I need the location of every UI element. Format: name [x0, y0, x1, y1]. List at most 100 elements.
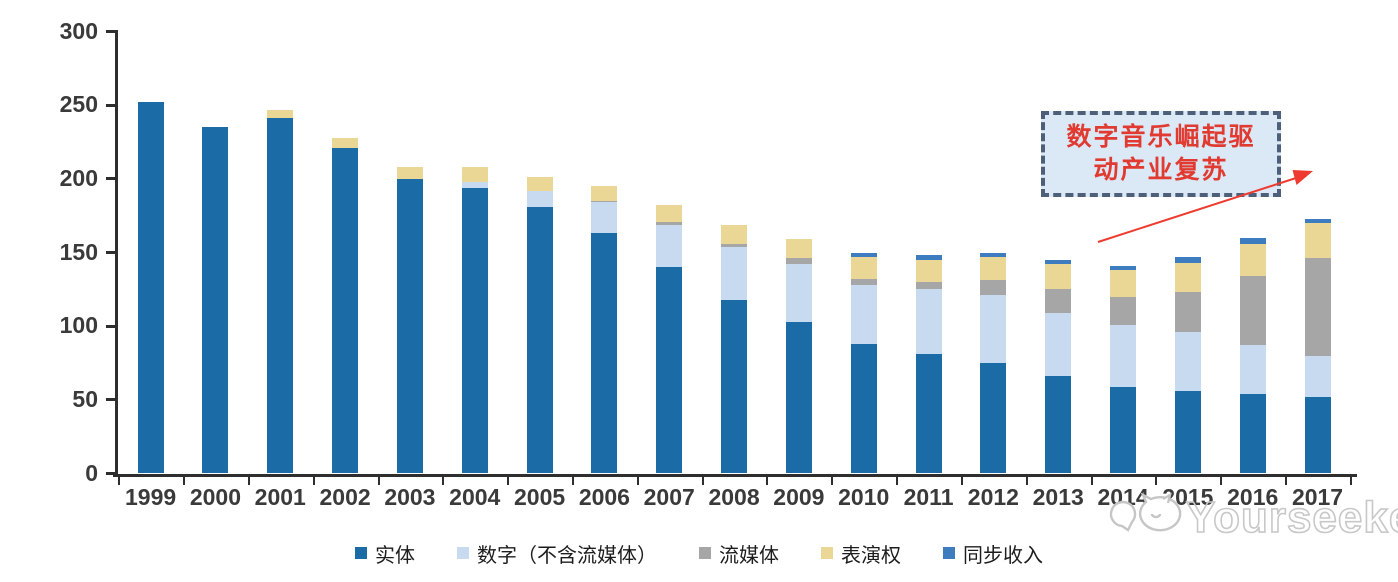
- bar-segment-2006: [591, 200, 618, 203]
- bar-segment-2017: [1304, 355, 1331, 397]
- bar-segment-2016: [1239, 237, 1266, 244]
- bar-segment-2012: [980, 256, 1007, 281]
- y-axis-tick-label: 150: [59, 238, 98, 265]
- bar-segment-2014: [1110, 296, 1137, 325]
- bar-segment-2011: [915, 354, 942, 474]
- legend-item: 表演权: [821, 539, 901, 568]
- y-axis-tick-label: 200: [59, 164, 98, 191]
- bar-segment-2006: [591, 233, 618, 474]
- x-axis-tick-mark: [312, 476, 315, 485]
- x-axis-tick-mark: [701, 476, 704, 485]
- legend-label: 表演权: [841, 544, 901, 567]
- legend-item: 同步收入: [943, 539, 1043, 568]
- x-axis-tick-mark: [1155, 476, 1158, 485]
- y-axis-tick-label: 300: [59, 17, 98, 44]
- bar-segment-2011: [915, 281, 942, 290]
- x-axis-tick-mark: [1220, 476, 1223, 485]
- x-axis-year-label: 2016: [1227, 483, 1279, 510]
- x-axis-year-label: 2000: [189, 483, 241, 510]
- y-axis-line: [115, 30, 118, 477]
- bar-segment-2011: [915, 255, 942, 260]
- x-axis-tick-mark: [507, 476, 510, 485]
- x-axis-year-label: 2002: [319, 483, 371, 510]
- legend-swatch: [699, 547, 711, 559]
- bar-segment-2010: [850, 279, 877, 285]
- x-axis-year-label: 2009: [773, 483, 825, 510]
- bar-segment-2008: [721, 224, 748, 244]
- bar-segment-2016: [1239, 345, 1266, 394]
- x-axis-tick-mark: [183, 476, 185, 485]
- bar-segment-2017: [1304, 218, 1331, 224]
- bar-segment-2009: [785, 239, 812, 259]
- bar-segment-2017: [1304, 396, 1331, 474]
- bar-segment-2013: [1045, 289, 1072, 313]
- y-axis-tick-mark: [106, 398, 115, 402]
- bar-segment-2008: [721, 246, 748, 300]
- bar-segment-2002: [332, 137, 359, 148]
- legend-label: 实体: [375, 544, 415, 567]
- bar-segment-1999: [137, 102, 164, 474]
- bar-segment-2012: [980, 280, 1007, 296]
- y-axis-tick-label: 0: [85, 459, 98, 486]
- x-axis-tick-mark: [766, 476, 769, 485]
- bar-segment-2010: [850, 256, 877, 280]
- bar-segment-2005: [526, 177, 553, 191]
- bar-segment-2013: [1045, 264, 1072, 290]
- x-axis-tick-mark: [247, 476, 250, 485]
- x-axis-tick-mark: [636, 476, 639, 485]
- bar-segment-2016: [1239, 276, 1266, 346]
- bar-segment-2004: [461, 181, 488, 188]
- bar-segment-2017: [1304, 258, 1331, 356]
- y-axis-tick-mark: [106, 103, 115, 107]
- bar-segment-2004: [461, 187, 488, 474]
- bar-segment-2014: [1110, 270, 1137, 297]
- legend: 实体 数字（不含流媒体） 流媒体 表演权 同步收入: [0, 537, 1398, 569]
- x-axis-year-label: 2003: [384, 483, 436, 510]
- annotation-callout-box: 数字音乐崛起驱 动产业复苏: [1041, 111, 1281, 197]
- legend-label: 同步收入: [963, 544, 1043, 567]
- bar-segment-2002: [332, 147, 359, 474]
- bar-segment-2015: [1174, 292, 1201, 333]
- y-axis-tick-mark: [106, 324, 115, 328]
- bar-segment-2012: [980, 363, 1007, 474]
- x-axis-tick-mark: [118, 476, 121, 485]
- x-axis-year-label: 2001: [254, 483, 306, 510]
- bar-segment-2014: [1110, 265, 1137, 271]
- bar-segment-2017: [1304, 223, 1331, 259]
- bar-segment-2007: [656, 267, 683, 474]
- x-axis-tick-mark: [1025, 476, 1028, 485]
- bar-segment-2016: [1239, 393, 1266, 474]
- legend-label: 数字（不含流媒体）: [477, 544, 657, 567]
- bar-segment-2008: [721, 243, 748, 247]
- bar-segment-2011: [915, 289, 942, 355]
- bar-segment-2005: [526, 190, 553, 207]
- bar-segment-2008: [721, 299, 748, 474]
- x-axis-line: [113, 473, 1357, 477]
- x-axis-tick-mark: [442, 476, 445, 485]
- x-axis-year-label: 2017: [1291, 483, 1344, 510]
- y-axis-tick-mark: [106, 30, 115, 33]
- legend-swatch: [457, 547, 469, 559]
- x-axis-year-label: 2004: [449, 483, 501, 510]
- bar-segment-2010: [850, 284, 877, 344]
- bar-segment-2015: [1174, 262, 1201, 293]
- bar-segment-2014: [1110, 386, 1137, 474]
- x-axis-year-label: 2011: [903, 483, 954, 510]
- annotation-text-line2: 动产业复苏: [1093, 156, 1229, 184]
- x-axis-year-label: 2005: [513, 483, 566, 510]
- legend-swatch: [943, 547, 955, 559]
- bar-segment-2013: [1045, 376, 1072, 474]
- x-axis-tick-mark: [1349, 476, 1352, 485]
- legend-item: 流媒体: [699, 539, 779, 568]
- bar-segment-2012: [980, 252, 1007, 257]
- bar-segment-2000: [202, 127, 229, 474]
- y-axis-tick-label: 50: [72, 385, 98, 412]
- bar-segment-2016: [1239, 243, 1266, 277]
- bar-segment-2015: [1174, 256, 1201, 263]
- bar-segment-2003: [396, 167, 423, 179]
- bar-segment-2012: [980, 295, 1007, 363]
- bar-segment-2007: [656, 205, 683, 222]
- bar-segment-2006: [591, 202, 618, 234]
- bar-segment-2001: [267, 109, 294, 119]
- bar-segment-2015: [1174, 332, 1201, 391]
